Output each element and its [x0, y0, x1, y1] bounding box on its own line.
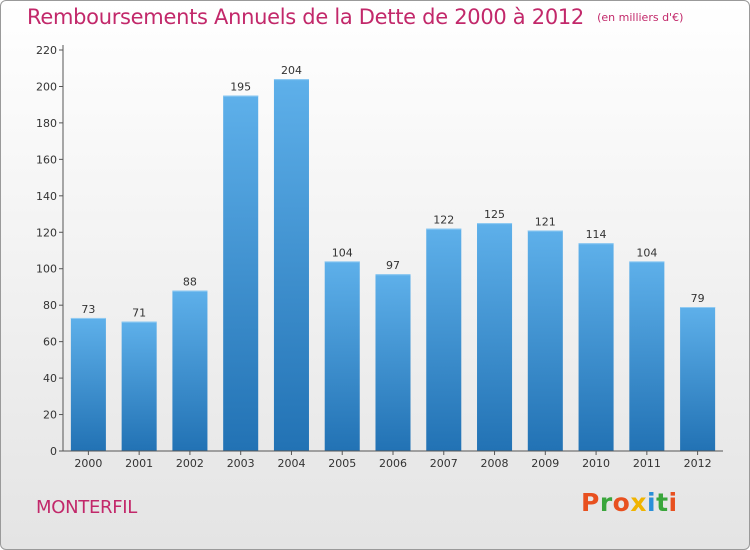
bar: [578, 243, 614, 451]
bar: [121, 321, 157, 451]
y-tick-label: 120: [36, 226, 57, 239]
bar: [629, 261, 665, 451]
x-tick-label: 2006: [379, 457, 407, 470]
bar: [273, 79, 309, 451]
logo-letter: P: [581, 488, 600, 517]
x-tick-label: 2007: [430, 457, 458, 470]
bar: [324, 261, 360, 451]
bar-value-label: 125: [484, 208, 505, 221]
y-tick-label: 60: [43, 336, 57, 349]
bar-value-label: 122: [433, 214, 454, 227]
bar: [527, 230, 563, 451]
y-tick-label: 0: [50, 445, 57, 458]
bar-value-label: 79: [691, 292, 705, 305]
x-tick-label: 2009: [531, 457, 559, 470]
y-tick-label: 220: [36, 44, 57, 57]
y-tick-label: 180: [36, 117, 57, 130]
bar: [375, 274, 411, 451]
y-tick-label: 20: [43, 409, 57, 422]
bar-value-label: 88: [183, 276, 197, 289]
commune-name: MONTERFIL: [36, 497, 138, 518]
x-tick-label: 2011: [633, 457, 661, 470]
bar: [223, 95, 259, 452]
logo-letter: x: [630, 488, 647, 517]
bar-value-label: 104: [636, 246, 657, 259]
x-tick-label: 2004: [277, 457, 305, 470]
x-tick-label: 2010: [582, 457, 610, 470]
bar-value-label: 121: [535, 215, 556, 228]
x-tick-label: 2012: [684, 457, 712, 470]
x-tick-label: 2005: [328, 457, 356, 470]
bar-value-label: 114: [586, 228, 607, 241]
x-tick-label: 2002: [176, 457, 204, 470]
bar: [680, 307, 716, 451]
bar-value-label: 104: [332, 246, 353, 259]
logo-letter: t: [656, 488, 669, 517]
x-tick-label: 2003: [227, 457, 255, 470]
bar: [426, 228, 462, 451]
logo-letter: o: [612, 488, 631, 517]
y-tick-label: 160: [36, 153, 57, 166]
bar-value-label: 71: [132, 307, 146, 320]
logo-letter: i: [647, 488, 657, 517]
logo-letter: i: [668, 488, 678, 517]
y-tick-label: 40: [43, 372, 57, 385]
x-tick-label: 2008: [481, 457, 509, 470]
bar-value-label: 97: [386, 259, 400, 272]
y-tick-label: 100: [36, 263, 57, 276]
title-text: Remboursements Annuels de la Dette de 20…: [27, 5, 584, 29]
x-tick-label: 2001: [125, 457, 153, 470]
y-tick-label: 140: [36, 190, 57, 203]
subtitle-text: (en milliers d'€): [597, 11, 684, 24]
logo-letter: r: [599, 488, 613, 517]
y-tick-label: 80: [43, 299, 57, 312]
bar-value-label: 204: [281, 64, 302, 77]
bar: [70, 317, 106, 451]
bar-value-label: 73: [81, 303, 95, 316]
x-tick-label: 2000: [74, 457, 102, 470]
proxiti-logo: Proxiti: [581, 488, 678, 517]
chart-title: Remboursements Annuels de la Dette de 20…: [27, 5, 683, 29]
y-tick-label: 200: [36, 80, 57, 93]
bar: [172, 290, 208, 451]
bar: [477, 223, 513, 451]
bar-value-label: 195: [230, 81, 251, 94]
